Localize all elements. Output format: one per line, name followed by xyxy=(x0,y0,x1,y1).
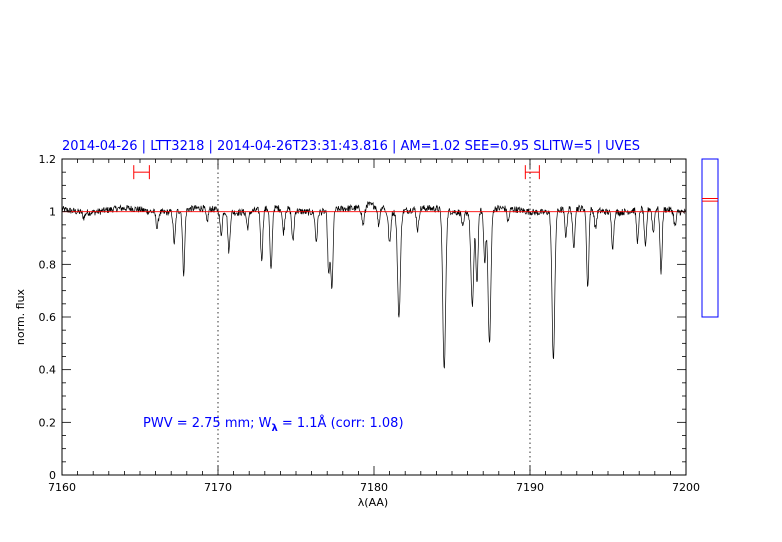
y-tick-label: 0.6 xyxy=(39,311,57,324)
x-tick-label: 7170 xyxy=(204,481,232,494)
y-tick-label: 1 xyxy=(49,206,56,219)
chart-title: 2014-04-26 | LTT3218 | 2014-04-26T23:31:… xyxy=(62,139,640,154)
y-tick-label: 0.2 xyxy=(39,416,57,429)
pwv-annotation: PWV = 2.75 mm; Wλ = 1.1Å (corr: 1.08) xyxy=(143,415,404,434)
reference-lines xyxy=(217,159,531,475)
w-subscript: λ xyxy=(272,423,279,434)
pwv-text: PWV = 2.75 mm; xyxy=(143,416,255,431)
y-axis-label: norm. flux xyxy=(14,288,27,345)
x-tick-label: 7200 xyxy=(672,481,700,494)
plot-area: 7160 7170 7180 7190 7200 0 0.2 0.4 0.6 0.8 1 1.2 xyxy=(39,153,701,494)
w-rest: = 1.1Å (corr: 1.08) xyxy=(282,415,404,431)
w-symbol: W xyxy=(259,416,272,431)
x-axis-ticks: 7160 7170 7180 7190 7200 xyxy=(48,159,700,494)
side-panel xyxy=(701,158,719,318)
x-axis-label: λ(AA) xyxy=(358,496,388,509)
x-tick-label: 7160 xyxy=(48,481,76,494)
y-axis-ticks: 0 0.2 0.4 0.6 0.8 1 1.2 xyxy=(39,153,686,482)
y-tick-label: 0.8 xyxy=(39,258,57,271)
x-tick-label: 7190 xyxy=(516,481,544,494)
side-panel-frame xyxy=(701,158,719,318)
y-tick-label: 0.4 xyxy=(39,364,57,377)
y-tick-label: 0 xyxy=(49,469,56,482)
y-tick-label: 1.2 xyxy=(39,153,57,166)
x-tick-label: 7180 xyxy=(360,481,388,494)
fit-windows xyxy=(133,165,540,180)
spectrum-series xyxy=(61,201,687,369)
